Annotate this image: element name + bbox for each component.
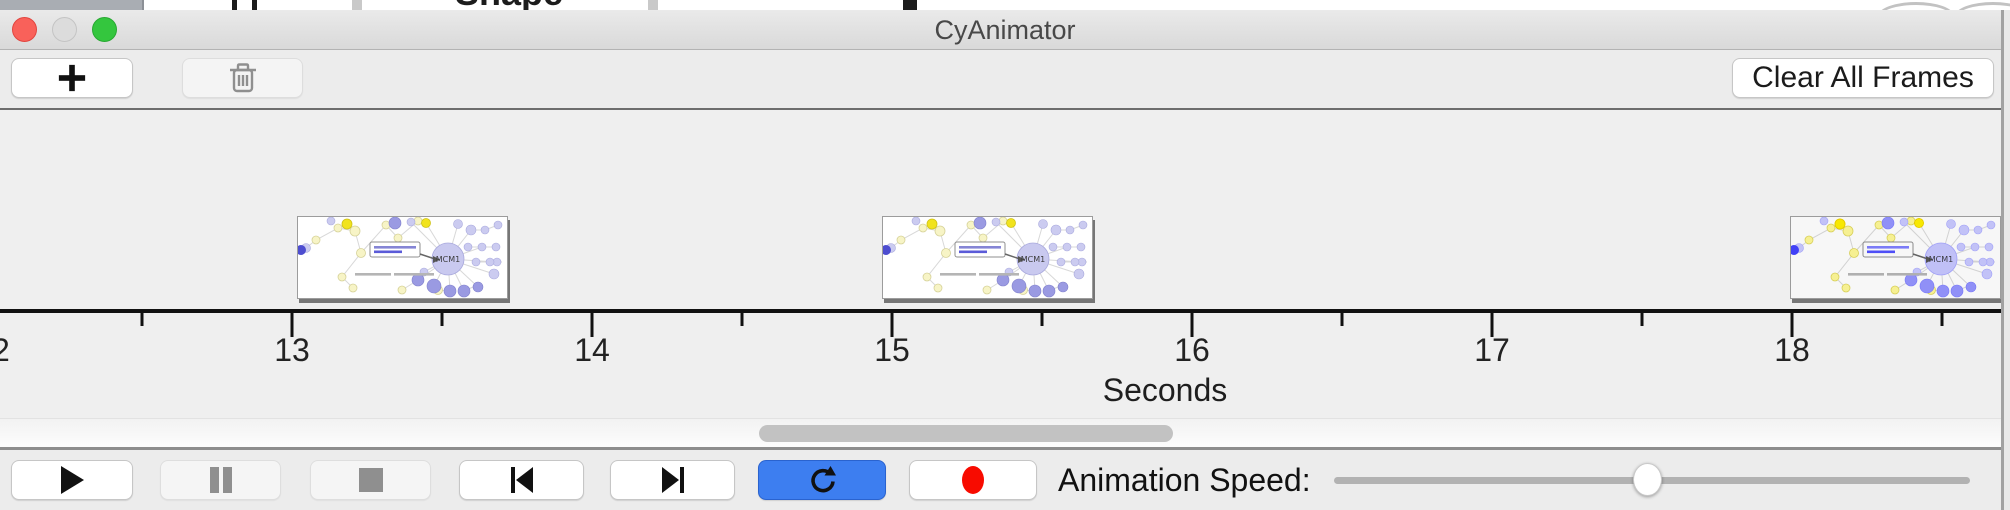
- background-window-strip: Shape: [0, 0, 2010, 10]
- background-glyph: [903, 0, 917, 10]
- background-glyph: [1878, 2, 1954, 10]
- ruler-tick-label: 13: [274, 332, 310, 368]
- ruler-tick-label: 17: [1474, 332, 1510, 368]
- ruler-tick: [1640, 313, 1644, 326]
- frame-thumbnail[interactable]: MCM1: [297, 216, 508, 299]
- ruler-tick: [1790, 313, 1794, 337]
- playback-controls-bar: Animation Speed:: [0, 450, 2010, 510]
- ruler-tick: [1490, 313, 1494, 337]
- skip-to-start-icon: [510, 467, 533, 493]
- ruler-tick-label: 18: [1774, 332, 1810, 368]
- frame-toolbar: Clear All Frames: [0, 50, 2010, 110]
- skip-to-end-button[interactable]: [610, 460, 735, 500]
- ruler-tick: [1940, 313, 1944, 326]
- add-frame-button[interactable]: [11, 58, 133, 98]
- skip-to-end-icon: [661, 467, 684, 493]
- background-clipped-text: Shape: [455, 0, 563, 10]
- background-panel: [0, 0, 144, 10]
- ruler-tick: [590, 313, 594, 337]
- background-glyph: [252, 0, 257, 10]
- ruler-tick-label: 15: [874, 332, 910, 368]
- pause-icon: [209, 467, 232, 493]
- clear-all-frames-button[interactable]: Clear All Frames: [1732, 58, 1994, 98]
- ruler-tick: [140, 313, 144, 326]
- ruler-tick-label: 12: [0, 332, 10, 368]
- pause-button[interactable]: [160, 460, 281, 500]
- play-button[interactable]: [11, 460, 133, 500]
- svg-text:MCM1: MCM1: [436, 255, 460, 264]
- play-icon: [61, 466, 84, 494]
- window-right-margin: [2004, 10, 2010, 510]
- window-right-border: [2001, 10, 2004, 510]
- stop-button[interactable]: [310, 460, 431, 500]
- ruler-tick: [1190, 313, 1194, 337]
- skip-to-start-button[interactable]: [459, 460, 584, 500]
- timeline-canvas[interactable]: 12 13 14 15 16 17 18 Seconds MCM1 MCM1 MCM1: [0, 110, 2010, 418]
- ruler-line: [0, 309, 2004, 313]
- background-glyph: [352, 0, 362, 10]
- animation-speed-label: Animation Speed:: [1058, 462, 1311, 498]
- close-button[interactable]: [12, 17, 37, 42]
- minimize-button[interactable]: [52, 17, 77, 42]
- ruler-tick: [740, 313, 744, 326]
- ruler-tick-label: 16: [1174, 332, 1210, 368]
- speed-slider-thumb[interactable]: [1633, 463, 1662, 496]
- svg-text:MCM1: MCM1: [1021, 255, 1045, 264]
- window-title: CyAnimator: [934, 15, 1076, 45]
- delete-frame-button[interactable]: [182, 58, 303, 98]
- axis-label: Seconds: [1102, 372, 1228, 408]
- network-preview-image: MCM1: [1791, 217, 2000, 298]
- ruler-tick: [890, 313, 894, 337]
- ruler-tick-label: 14: [574, 332, 610, 368]
- plus-icon: [58, 64, 86, 92]
- title-bar: CyAnimator: [0, 10, 2010, 50]
- svg-text:MCM1: MCM1: [1929, 255, 1953, 264]
- network-preview-image: MCM1: [298, 217, 507, 298]
- stop-icon: [358, 468, 383, 492]
- divider: [0, 447, 2010, 450]
- frame-thumbnail[interactable]: MCM1: [882, 216, 1093, 299]
- ruler-tick: [290, 313, 294, 337]
- timeline-scrollbar[interactable]: [0, 418, 2010, 448]
- background-glyph: [1955, 2, 2010, 10]
- record-button[interactable]: [909, 460, 1037, 500]
- record-icon: [962, 466, 984, 494]
- background-glyph: [232, 0, 237, 10]
- background-glyph: [648, 0, 658, 10]
- network-preview-image: MCM1: [883, 217, 1092, 298]
- ruler-tick: [1340, 313, 1344, 326]
- trash-icon: [229, 63, 256, 93]
- ruler-tick: [440, 313, 444, 326]
- loop-button[interactable]: [758, 460, 886, 500]
- ruler-tick: [1040, 313, 1044, 326]
- frame-thumbnail[interactable]: MCM1: [1790, 216, 2001, 299]
- loop-icon: [811, 466, 836, 493]
- scrollbar-thumb[interactable]: [759, 425, 1173, 442]
- zoom-button[interactable]: [92, 17, 117, 42]
